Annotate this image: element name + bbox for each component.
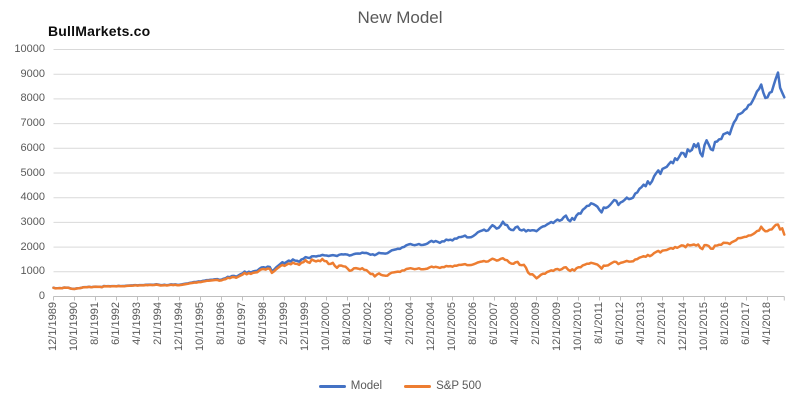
x-tick-label: 10/1/1990: [67, 302, 80, 351]
x-tick-label: 12/1/1989: [46, 302, 59, 351]
x-tick-label: 4/1/1998: [256, 302, 269, 345]
x-tick-label: 10/1/2005: [445, 302, 458, 351]
y-tick-label: 9000: [20, 67, 45, 80]
x-tick-label: 6/1/2002: [361, 302, 374, 345]
x-tick-label: 2/1/2014: [655, 302, 668, 345]
x-tick-label: 2/1/2004: [403, 302, 416, 345]
chart-title: New Model: [357, 8, 443, 27]
y-tick-label: 7000: [20, 117, 45, 130]
x-tick-label: 12/1/1999: [298, 302, 311, 351]
y-tick-label: 6000: [20, 141, 45, 154]
x-tick-label: 10/1/2000: [319, 302, 332, 351]
x-tick-label: 4/1/1993: [130, 302, 143, 345]
legend: Model S&P 500: [0, 376, 800, 396]
x-tick-label: 12/1/2009: [550, 302, 563, 351]
legend-swatch-sp500: [404, 384, 432, 388]
x-tick-label: 2/1/2009: [529, 302, 542, 345]
legend-swatch-model: [318, 384, 346, 388]
legend-label-sp500: S&P 500: [436, 380, 482, 392]
x-tick-label: 8/1/1991: [88, 302, 101, 345]
y-tick-label: 3000: [20, 215, 45, 228]
y-tick-label: 4000: [20, 191, 45, 204]
x-tick-label: 4/1/2013: [634, 302, 647, 345]
x-tick-label: 10/1/1995: [193, 302, 206, 351]
x-tick-label: 8/1/2011: [592, 302, 605, 345]
x-tick-label: 4/1/2003: [382, 302, 395, 345]
sp500-line: [52, 223, 786, 291]
x-tick-label: 6/1/2012: [613, 302, 626, 345]
y-tick-label: 5000: [20, 166, 45, 179]
x-tick-label: 8/1/2006: [466, 302, 479, 345]
x-tick-label: 12/1/2014: [676, 302, 689, 351]
watermark-bullmarkets: BullMarkets.co: [48, 23, 151, 39]
y-tick-label: 2000: [20, 240, 45, 253]
legend-item-model: Model: [318, 380, 383, 392]
x-tick-label: 6/1/1992: [109, 302, 122, 345]
x-tick-label: 4/1/2008: [508, 302, 521, 345]
legend-label-model: Model: [350, 380, 383, 392]
legend-item-sp500: S&P 500: [404, 380, 481, 392]
y-tick-label: 1000: [20, 265, 45, 278]
model-line: [52, 71, 786, 291]
x-tick-label: 4/1/2018: [760, 302, 773, 345]
x-tick-label: 10/1/2015: [697, 302, 710, 351]
x-tick-label: 8/1/1996: [214, 302, 227, 345]
y-tick-label: 10000: [14, 43, 45, 55]
x-tick-label: 12/1/2004: [424, 302, 437, 351]
x-tick-label: 6/1/2007: [487, 302, 500, 345]
x-tick-label: 6/1/2017: [739, 302, 752, 345]
x-tick-label: 8/1/2016: [718, 302, 731, 345]
x-tick-label: 2/1/1994: [151, 302, 164, 345]
x-tick-label: 10/1/2010: [571, 302, 584, 351]
x-tick-label: 6/1/1997: [235, 302, 248, 345]
y-tick-label: 0: [38, 290, 45, 302]
x-tick-label: 8/1/2001: [340, 302, 353, 345]
x-tick-label: 12/1/1994: [172, 302, 185, 351]
x-tick-label: 2/1/1999: [277, 302, 290, 345]
y-tick-label: 8000: [20, 92, 45, 105]
